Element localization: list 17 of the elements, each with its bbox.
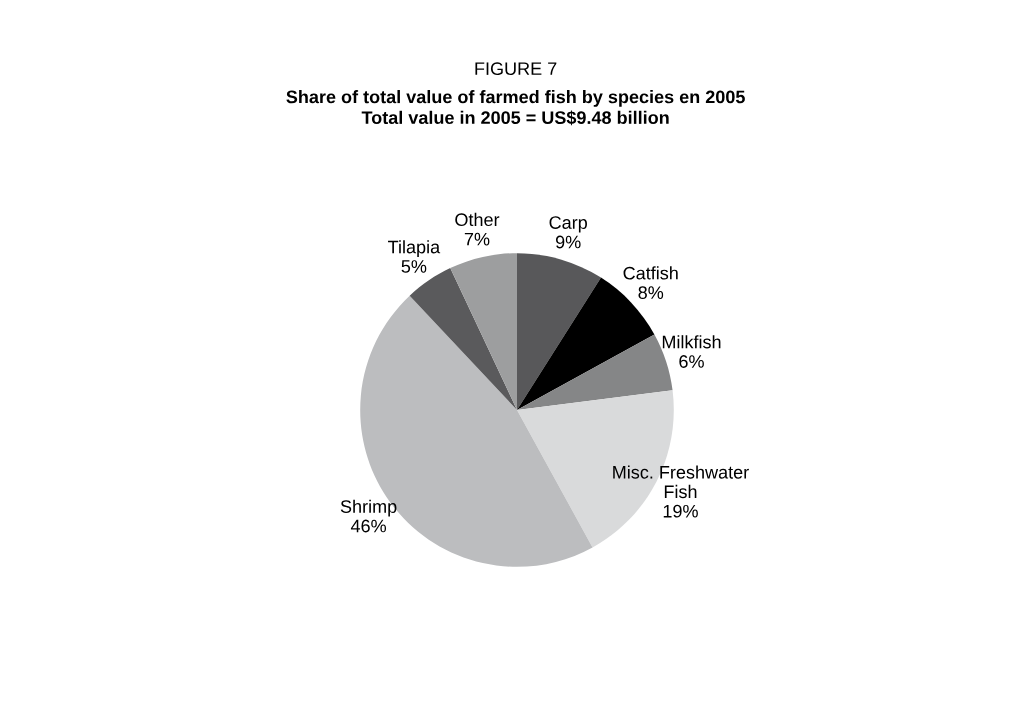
data-label: 7% [464, 232, 490, 246]
data-label: 9% [555, 235, 581, 249]
slice-label: Carp [549, 216, 587, 233]
data-label: 46% [350, 519, 387, 533]
slice-label: Misc. Freshwater Fish [613, 465, 749, 499]
chart-subtitle: Share of total value of farmed fish by species en 2005 Total value in 2005 = US$9.48 billion [286, 90, 745, 126]
slice-label: Catfish [623, 266, 678, 280]
data-label: 5% [401, 260, 427, 273]
slice-label: Shrimp [340, 499, 397, 517]
data-label: 8% [638, 286, 664, 299]
pie-slice [450, 253, 517, 410]
slice-label: Milkfish [662, 335, 721, 349]
data-label: 6% [679, 355, 704, 368]
slice-label: Tilapia [388, 240, 441, 257]
slice-label: Other [455, 212, 500, 227]
data-label: 19% [663, 504, 698, 518]
chart-title: FIGURE 7 [475, 62, 557, 76]
